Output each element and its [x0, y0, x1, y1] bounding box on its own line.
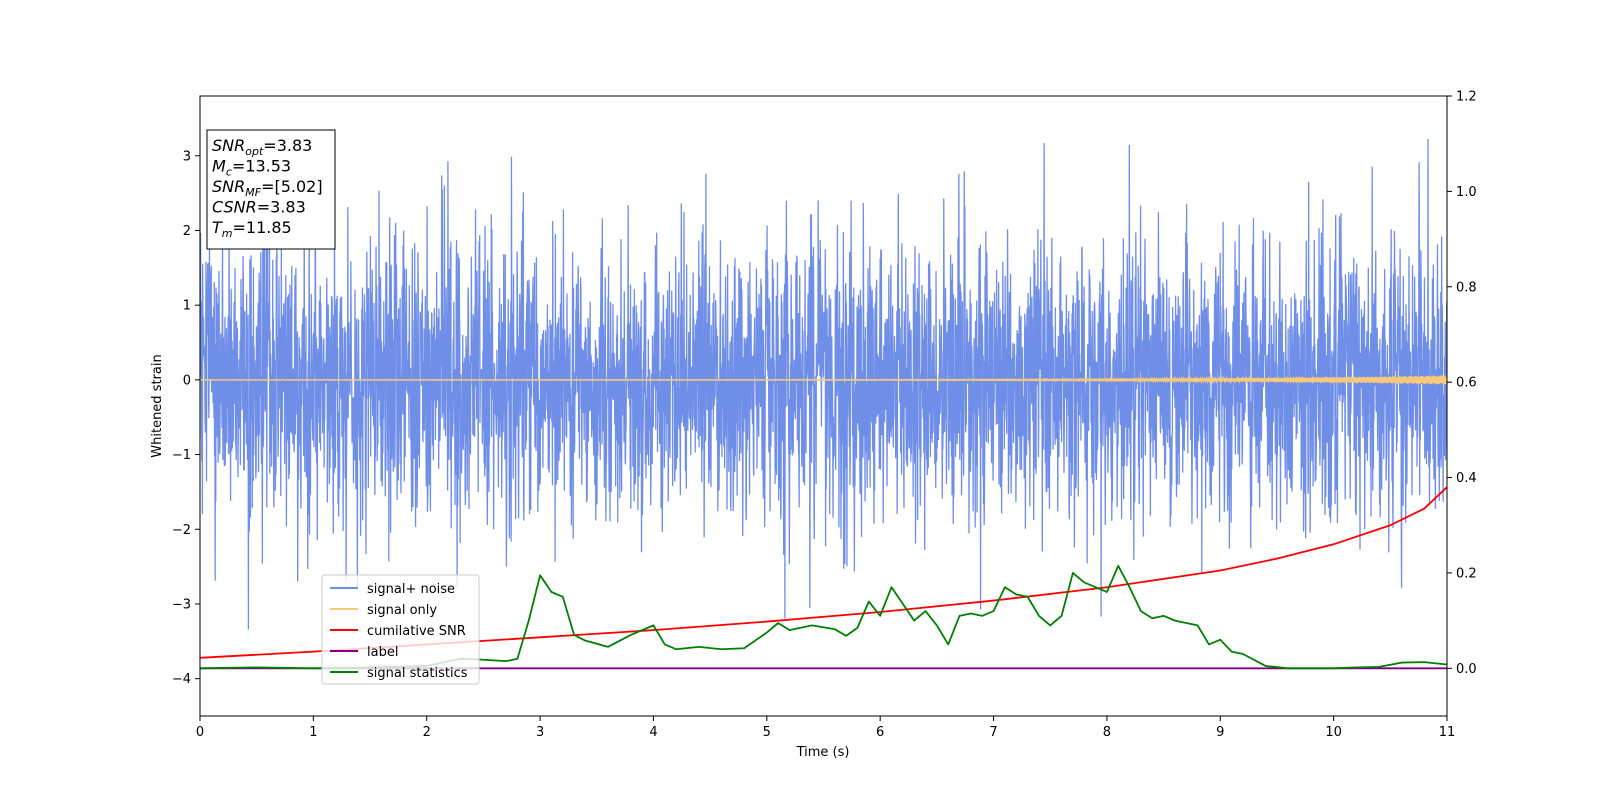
annotation-symbol: CSNR: [212, 198, 257, 217]
annotation-subscript: MF: [245, 186, 261, 199]
x-tick-label: 0: [196, 725, 204, 740]
annotation-value: =3.83: [263, 136, 312, 155]
x-tick-label: 11: [1439, 725, 1456, 740]
right-y-tick-label: 1.0: [1456, 185, 1477, 200]
x-tick-label: 4: [649, 725, 657, 740]
x-axis-ticks: 0 1 2 3 4 5 6 7 8 9 10 11: [196, 716, 1455, 740]
annotation-subscript: c: [226, 166, 232, 179]
stats-annotation-box: SNRopt=3.83Mc=13.53SNRMF=[5.02]CSNR=3.83…: [206, 129, 336, 250]
x-tick-label: 2: [423, 725, 431, 740]
annotation-frame: [206, 129, 336, 250]
annotation-subscript: opt: [245, 145, 264, 158]
right-y-tick-label: 0.0: [1456, 662, 1477, 677]
left-y-axis-ticks: −4 −3 −2 −1 0 1 2 3: [172, 149, 200, 687]
annotation-symbol: SNR: [212, 136, 245, 155]
legend-entry-label: cumilative SNR: [367, 624, 466, 639]
right-y-tick-label: 0.2: [1456, 566, 1477, 581]
x-tick-label: 1: [309, 725, 317, 740]
legend-entry-label: signal+ noise: [367, 582, 455, 597]
right-y-tick-label: 1.2: [1456, 90, 1477, 105]
left-y-tick-label: 3: [183, 149, 191, 164]
annotation-value: =11.85: [233, 218, 292, 237]
annotation-symbol: T: [212, 218, 223, 237]
left-y-tick-label: −3: [172, 597, 191, 612]
series-signal-only-line: [200, 374, 1447, 386]
x-tick-label: 3: [536, 725, 544, 740]
left-y-tick-label: 1: [183, 299, 191, 314]
x-tick-label: 5: [763, 725, 771, 740]
left-y-tick-label: −1: [172, 448, 191, 463]
legend-frame: [321, 574, 480, 685]
legend-entry-label: label: [367, 645, 398, 660]
right-y-tick-label: 0.8: [1456, 280, 1477, 295]
annotation-line: CSNR=3.83: [212, 198, 306, 217]
legend: signal+ noise signal only cumilative SNR la…: [321, 574, 480, 685]
x-tick-label: 9: [1216, 725, 1224, 740]
annotation-value: =13.53: [232, 157, 291, 176]
plot-frame: [199, 95, 1448, 717]
right-y-axis-ticks: 0.0 0.2 0.4 0.6 0.8 1.0 1.2: [1447, 90, 1477, 677]
y-axis-label: Whitened strain: [150, 354, 165, 457]
series-signal-plus-noise-line: [200, 139, 1447, 630]
legend-entry-label: signal statistics: [367, 666, 468, 681]
left-y-tick-label: −2: [172, 523, 191, 538]
x-tick-label: 8: [1103, 725, 1111, 740]
legend-entry-label: signal only: [367, 603, 437, 618]
x-tick-label: 6: [876, 725, 884, 740]
series-signal-statistics-line: [200, 564, 1447, 670]
annotation-value: =[5.02]: [261, 177, 323, 196]
annotation-line: SNRMF=[5.02]: [212, 177, 323, 199]
left-y-tick-label: 2: [183, 224, 191, 239]
right-y-tick-label: 0.6: [1456, 376, 1477, 391]
annotation-symbol: M: [212, 157, 226, 176]
annotation-value: =3.83: [257, 198, 306, 217]
x-axis-label: Time (s): [796, 745, 850, 760]
right-y-tick-label: 0.4: [1456, 471, 1477, 486]
x-tick-label: 7: [989, 725, 997, 740]
x-tick-label: 10: [1325, 725, 1342, 740]
annotation-line: SNRopt=3.83: [212, 136, 312, 158]
annotation-line: Tm=11.85: [212, 218, 292, 240]
left-y-tick-label: 0: [183, 373, 191, 388]
annotation-subscript: m: [222, 227, 233, 240]
annotation-symbol: SNR: [212, 177, 245, 196]
annotation-line: Mc=13.53: [212, 157, 291, 179]
left-y-tick-label: −4: [172, 672, 191, 687]
